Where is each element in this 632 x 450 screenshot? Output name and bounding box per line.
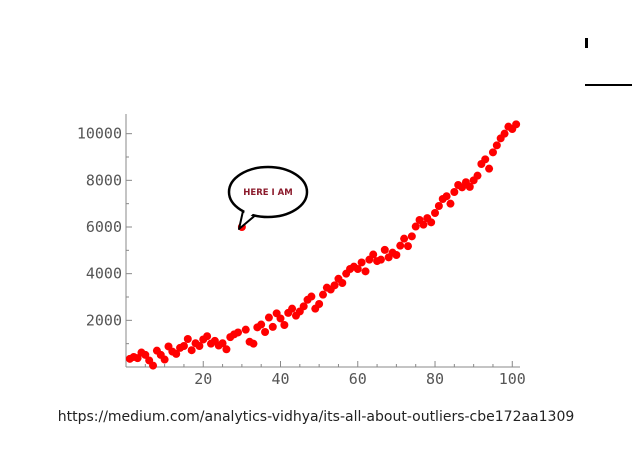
data-point	[307, 292, 316, 301]
data-point	[411, 222, 420, 231]
data-point	[249, 339, 258, 348]
data-point	[446, 199, 455, 208]
data-point	[330, 281, 339, 290]
data-point	[172, 349, 181, 358]
data-point	[319, 290, 327, 299]
data-point	[203, 332, 212, 341]
data-point	[403, 242, 412, 251]
speech-bubble-tail-cover	[242, 209, 256, 224]
data-point	[481, 155, 490, 164]
data-point	[257, 320, 266, 329]
axes: 20 40 60 80 100 2000 4000 6000 8000 10000	[77, 114, 526, 388]
data-point	[380, 245, 389, 254]
data-point	[431, 209, 440, 217]
data-point	[264, 313, 273, 322]
x-tick-label: 40	[271, 370, 289, 388]
data-point	[488, 148, 497, 157]
speech-bubble: HERE I AM	[227, 165, 309, 230]
data-point	[400, 234, 409, 243]
data-point	[465, 182, 474, 191]
data-point	[276, 314, 285, 323]
y-tick-label: 6000	[86, 218, 122, 236]
data-point	[512, 120, 521, 129]
data-point	[160, 355, 169, 364]
data-point	[315, 300, 324, 308]
data-point	[187, 346, 196, 355]
data-point	[149, 361, 158, 370]
y-tick-label: 10000	[77, 125, 122, 143]
data-point	[427, 218, 436, 227]
data-point	[492, 141, 501, 150]
y-tick-label: 8000	[86, 171, 122, 189]
data-points	[125, 120, 521, 370]
data-point	[396, 241, 405, 250]
annotation-text: HERE I AM	[243, 188, 292, 198]
data-point	[241, 325, 250, 334]
data-point	[434, 202, 443, 210]
data-point	[376, 255, 385, 264]
data-point	[280, 321, 289, 329]
data-point	[261, 328, 270, 336]
y-tick-label: 4000	[86, 265, 122, 283]
data-point	[369, 250, 378, 259]
x-tick-label: 100	[499, 370, 526, 388]
data-point	[442, 192, 451, 201]
edge-mark-horizontal	[585, 84, 632, 86]
data-point	[268, 322, 277, 331]
data-point	[419, 220, 428, 229]
data-point	[407, 232, 416, 241]
data-point	[361, 267, 370, 276]
data-point	[353, 265, 362, 273]
data-point	[141, 350, 150, 359]
x-tick-label: 60	[349, 370, 367, 388]
source-caption: https://medium.com/analytics-vidhya/its-…	[57, 409, 575, 425]
data-point	[299, 302, 308, 311]
speech-bubble-body	[227, 165, 309, 219]
data-point	[288, 304, 297, 313]
scatter-chart: 20 40 60 80 100 2000 4000 6000 8000 10000 HERE I …	[77, 38, 632, 388]
data-point	[222, 345, 231, 354]
data-point	[195, 342, 204, 350]
data-point	[133, 354, 142, 363]
data-point	[179, 342, 188, 350]
data-point	[234, 328, 243, 337]
data-point	[357, 258, 366, 267]
x-tick-label: 80	[426, 370, 444, 388]
data-point	[485, 164, 494, 173]
data-point	[218, 339, 227, 348]
data-point	[338, 279, 347, 287]
data-point	[183, 335, 192, 343]
data-point	[450, 188, 459, 196]
data-point	[392, 251, 401, 259]
edge-mark-vertical	[585, 38, 588, 48]
y-tick-label: 2000	[86, 311, 122, 329]
data-point	[500, 129, 509, 138]
data-point	[473, 171, 482, 180]
x-tick-label: 20	[194, 370, 212, 388]
